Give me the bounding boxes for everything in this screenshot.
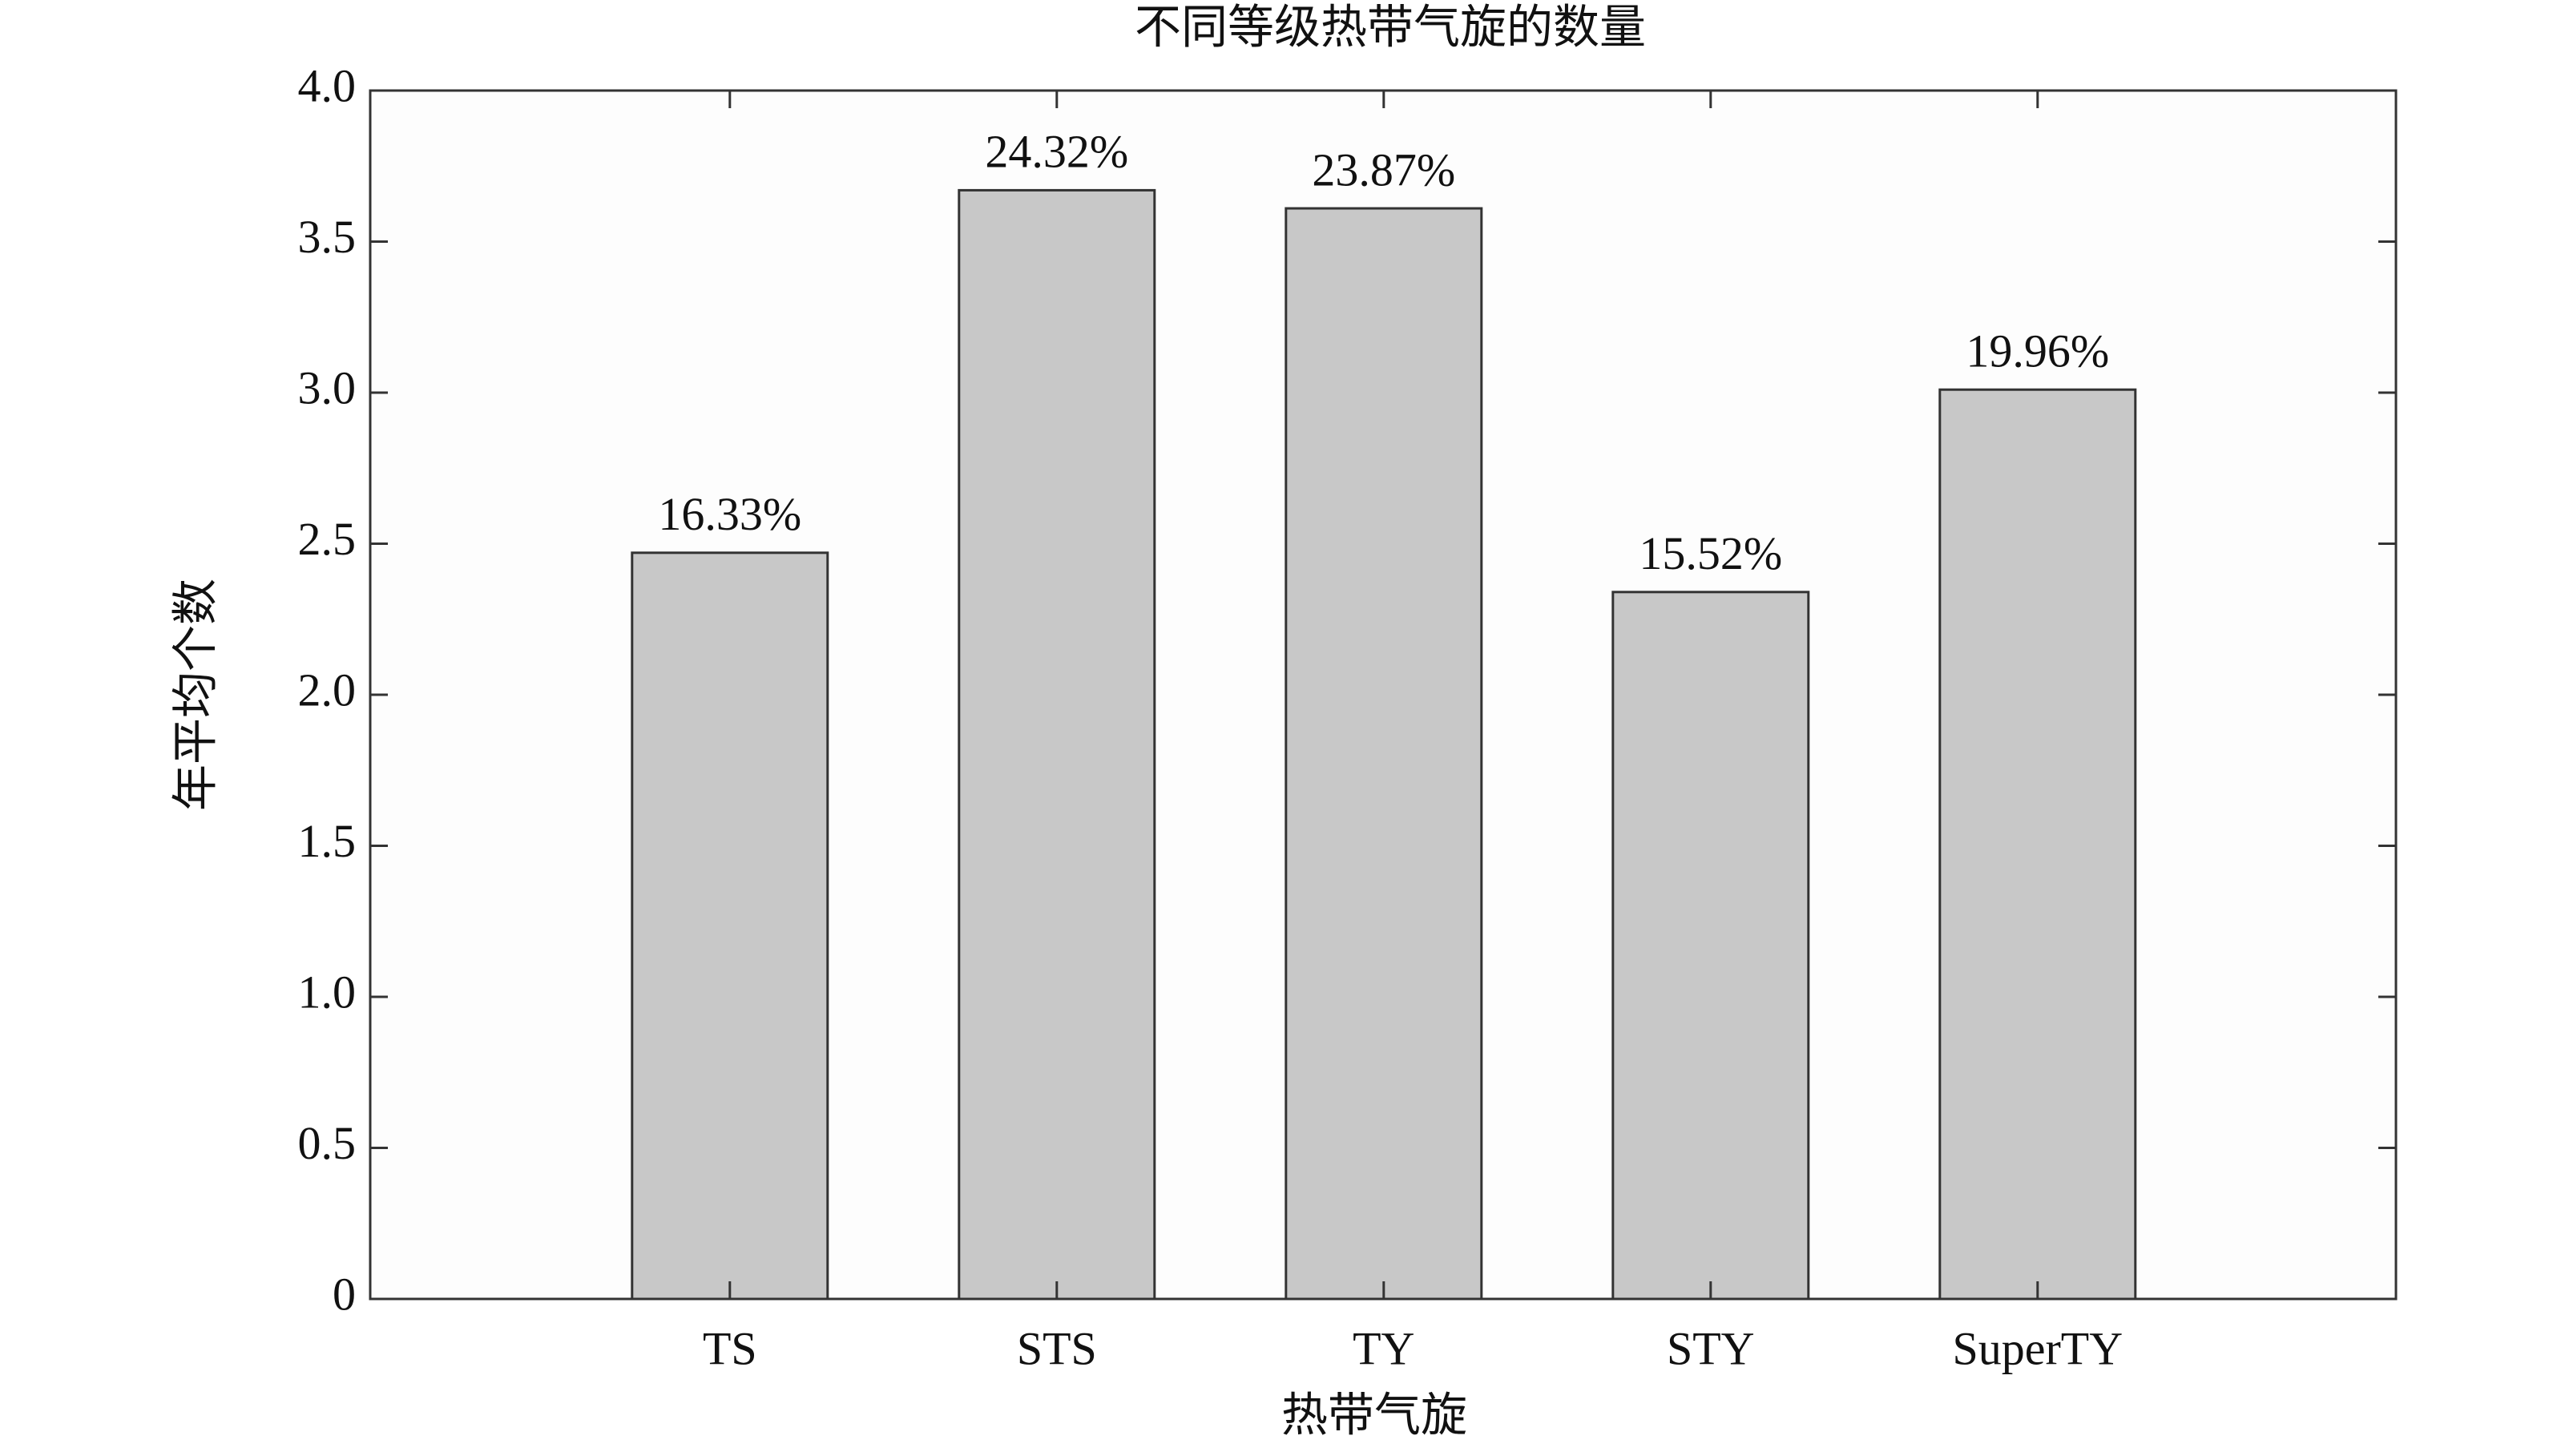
bar <box>958 188 1156 1301</box>
y-axis-label: 年平均个数 <box>169 579 221 811</box>
chart-title: 不同等级热带气旋的数量 <box>1135 1 1646 53</box>
bar <box>631 551 829 1301</box>
y-tick-label: 1.5 <box>298 815 357 867</box>
axes-frame <box>369 89 2398 1301</box>
x-tick-label: STS <box>1017 1322 1097 1374</box>
bar <box>1611 591 1810 1301</box>
y-tick-label: 3.5 <box>298 211 357 263</box>
bar-annotation: 24.32% <box>985 126 1128 178</box>
y-tick-label: 0 <box>333 1268 356 1320</box>
y-tick-label: 1.0 <box>298 966 357 1018</box>
x-axis-label: 热带气旋 <box>1281 1389 1467 1441</box>
y-tick-label: 4.0 <box>298 59 357 111</box>
bar-annotation: 15.52% <box>1639 527 1782 579</box>
y-tick-label: 2.5 <box>298 513 357 565</box>
bar <box>1285 207 1483 1301</box>
bar-annotation: 19.96% <box>1966 325 2109 377</box>
x-tick-label: TY <box>1353 1322 1414 1374</box>
x-tick-label: TS <box>703 1322 757 1374</box>
bar-annotation: 23.87% <box>1312 143 1455 196</box>
y-tick-label: 0.5 <box>298 1117 357 1169</box>
bar-annotation: 16.33% <box>658 488 801 540</box>
x-tick-label: STY <box>1667 1322 1755 1374</box>
y-tick-label: 2.0 <box>298 663 357 716</box>
y-tick-label: 3.0 <box>298 361 357 413</box>
x-tick-label: SuperTY <box>1952 1322 2123 1374</box>
bar <box>1938 388 2137 1301</box>
